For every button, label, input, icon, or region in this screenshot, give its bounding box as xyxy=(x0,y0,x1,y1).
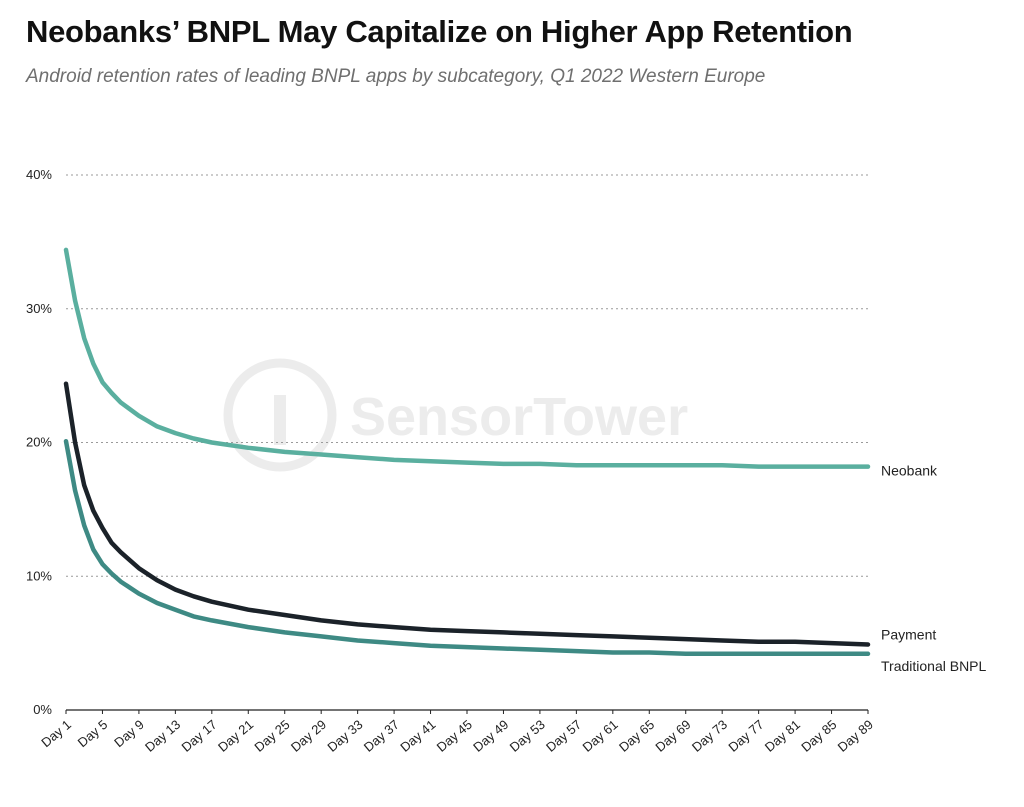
traditional-bnpl-line xyxy=(63,438,871,657)
traditional-bnpl-label: Traditional BNPL xyxy=(881,658,987,674)
watermark-text: SensorTower xyxy=(350,387,688,447)
x-tick-label: Day 61 xyxy=(580,717,621,755)
x-tick-label: Day 13 xyxy=(142,717,183,755)
y-tick-label: 40% xyxy=(26,167,52,182)
neobank-label: Neobank xyxy=(881,463,938,479)
x-tick-label: Day 73 xyxy=(689,717,730,755)
series-lines xyxy=(63,247,871,657)
x-tick-label: Day 45 xyxy=(434,717,475,755)
x-tick-label: Day 29 xyxy=(288,717,329,755)
y-tick-label: 30% xyxy=(26,301,52,316)
x-tick-label: Day 53 xyxy=(507,717,548,755)
neobank-line xyxy=(63,247,871,469)
x-tick-label: Day 41 xyxy=(397,717,438,755)
watermark-logo-icon xyxy=(223,358,337,472)
x-tick-label: Day 65 xyxy=(616,717,657,755)
x-tick-label: Day 69 xyxy=(652,717,693,755)
x-tick-label: Day 57 xyxy=(543,717,584,755)
payment-label: Payment xyxy=(881,626,936,642)
x-tick-label: Day 81 xyxy=(762,717,803,755)
y-axis: 0% 10% 20% 30% 40% xyxy=(26,167,52,717)
x-tick-label: Day 1 xyxy=(38,717,74,750)
y-tick-label: 20% xyxy=(26,435,52,450)
sensortower-watermark: SensorTower xyxy=(223,358,688,472)
chart-title: Neobanks’ BNPL May Capitalize on Higher … xyxy=(26,14,853,49)
y-tick-label: 0% xyxy=(33,702,52,717)
x-tick-label: Day 25 xyxy=(251,717,292,755)
x-tick-label: Day 5 xyxy=(75,717,111,750)
series-labels: Neobank Payment Traditional BNPL xyxy=(881,463,987,674)
chart-subtitle: Android retention rates of leading BNPL … xyxy=(26,66,766,87)
x-tick-label: Day 9 xyxy=(111,717,147,750)
x-tick-label: Day 49 xyxy=(470,717,511,755)
x-tick-label: Day 17 xyxy=(179,717,220,755)
x-tick-label: Day 33 xyxy=(324,717,365,755)
x-tick-label: Day 21 xyxy=(215,717,256,755)
y-tick-label: 10% xyxy=(26,568,52,583)
payment-line xyxy=(63,381,871,647)
x-tick-label: Day 85 xyxy=(798,717,839,755)
x-tick-label: Day 77 xyxy=(725,717,766,755)
x-tick-label: Day 89 xyxy=(835,717,876,755)
x-tick-label: Day 37 xyxy=(361,717,402,755)
